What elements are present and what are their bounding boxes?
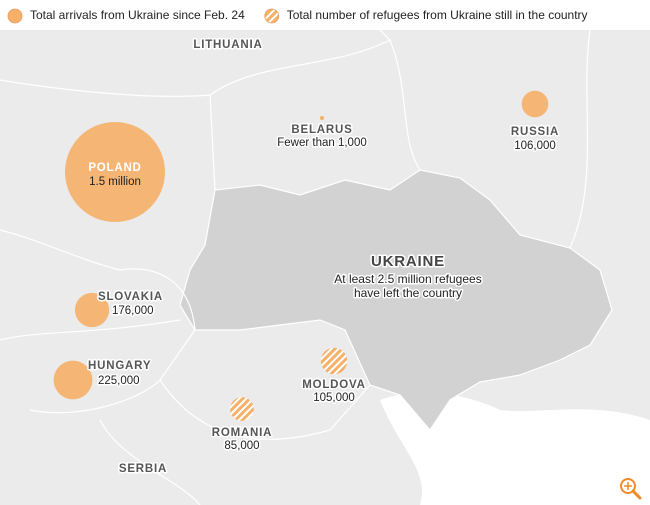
legend-swatch (7, 8, 23, 24)
country-name: HUNGARY (88, 360, 151, 372)
country-value: 106,000 (514, 140, 556, 152)
zoom-button[interactable] (620, 478, 642, 500)
refugee-circle (230, 397, 254, 421)
country-name: POLAND (88, 162, 141, 174)
country-value: 225,000 (98, 375, 140, 387)
refugee-circle (53, 360, 93, 400)
refugee-circle (65, 122, 165, 222)
borders (0, 29, 591, 505)
country-value: 1.5 million (89, 176, 141, 188)
legend-label: Total number of refugees from Ukraine st… (287, 8, 588, 22)
country-name: BELARUS (291, 124, 352, 136)
ukraine-name: UKRAINE (371, 253, 445, 270)
country-name: ROMANIA (212, 427, 273, 439)
refugee-circle (521, 90, 549, 118)
refugee-dot (320, 116, 324, 120)
country-name: SLOVAKIA (98, 291, 163, 303)
sea (520, 457, 620, 505)
country-value: 176,000 (112, 305, 154, 317)
refugee-circle (74, 292, 110, 328)
ukraine-shape (179, 169, 613, 431)
legend-swatch (264, 8, 280, 24)
legend-label: Total arrivals from Ukraine since Feb. 2… (30, 8, 245, 22)
ukraine-note: At least 2.5 million refugees (334, 272, 481, 286)
country-name: LITHUANIA (193, 39, 262, 51)
country-value: 105,000 (313, 392, 355, 404)
country-name: RUSSIA (511, 126, 559, 138)
country-value: Fewer than 1,000 (277, 137, 367, 149)
refugee-circle (320, 347, 348, 375)
legend: Total arrivals from Ukraine since Feb. 2… (7, 8, 588, 24)
country-name: SERBIA (119, 463, 167, 475)
marks: POLAND 1.5 million RUSSIA 106,000 SLOVAKIA 17… (53, 38, 560, 477)
country-name: MOLDOVA (302, 379, 366, 391)
ukraine-note: have left the country (354, 286, 462, 300)
country-value: 85,000 (224, 440, 259, 452)
